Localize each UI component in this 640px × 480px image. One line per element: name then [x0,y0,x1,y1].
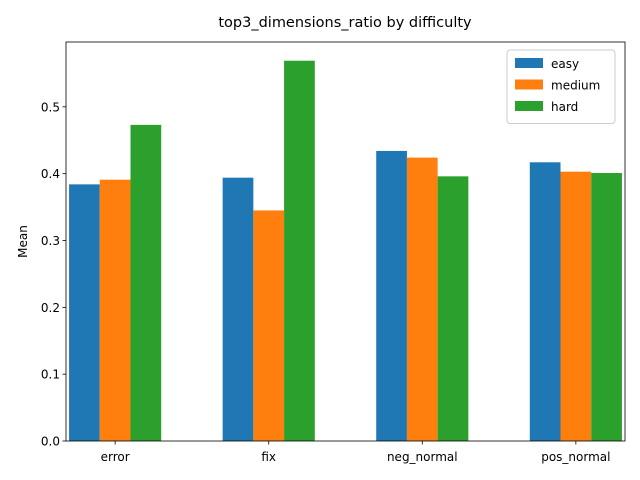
x-axis: error fix neg_normal pos_normal [101,441,610,464]
bar-easy-pos_normal [529,162,561,441]
bar-medium-fix [253,210,285,441]
bar-hard-error [130,124,162,441]
y-tick-label: 0.3 [41,234,60,248]
x-tick-label: neg_normal [387,450,458,464]
y-tick-label: 0.1 [41,368,60,382]
legend-swatch-easy [515,58,543,68]
legend-label-easy: easy [551,57,579,71]
x-tick-label: pos_normal [541,450,610,464]
bar-hard-neg_normal [437,176,469,442]
y-tick-label: 0.0 [41,435,60,449]
y-axis: 0.0 0.1 0.2 0.3 0.4 0.5 [41,100,66,449]
bar-medium-pos_normal [560,171,592,441]
x-tick-label: error [101,450,130,464]
legend: easy medium hard [506,49,616,124]
y-axis-label: Mean [16,225,30,258]
y-tick-label: 0.5 [41,100,60,114]
legend-label-hard: hard [551,100,578,114]
bar-hard-fix [284,60,315,442]
legend-swatch-medium [515,79,543,90]
legend-swatch-hard [515,101,543,111]
bar-medium-error [99,179,131,441]
bar-hard-pos_normal [591,172,622,441]
plot-frame [65,41,626,442]
bar-easy-neg_normal [376,150,407,441]
legend-label-medium: medium [551,79,600,93]
y-tick-label: 0.2 [41,301,60,315]
bar-easy-error [69,184,100,441]
bars-group [69,60,622,442]
bar-medium-neg_normal [406,157,438,441]
bar-easy-fix [222,177,254,441]
chart-title: top3_dimensions_ratio by difficulty [218,15,472,31]
x-tick-label: fix [261,450,276,464]
y-tick-label: 0.4 [41,167,60,181]
